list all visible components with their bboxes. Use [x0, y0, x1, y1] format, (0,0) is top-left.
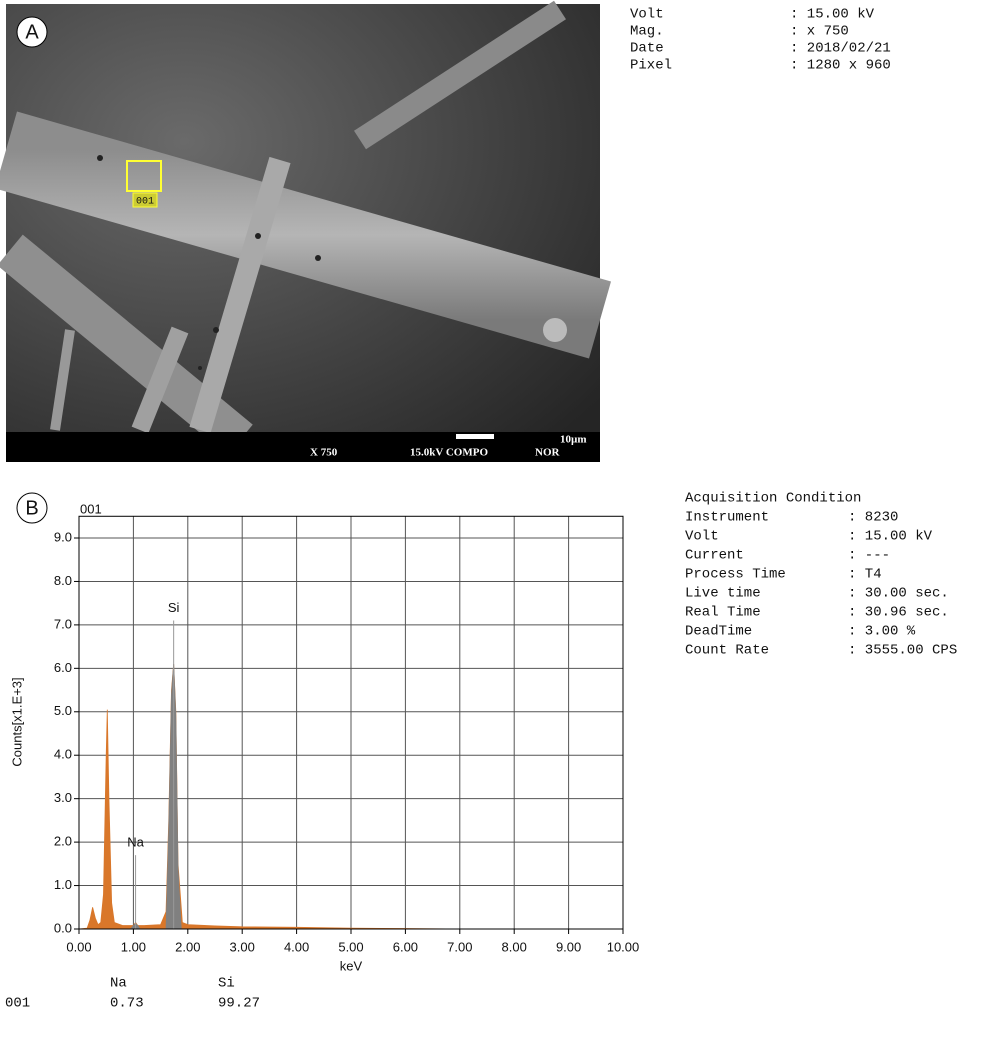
panel-label: B: [25, 497, 38, 519]
acq-key: Volt: [685, 529, 719, 545]
table-cell: 99.27: [218, 996, 260, 1012]
info-key: Date: [630, 41, 664, 57]
acq-key: Current: [685, 548, 744, 564]
x-tick-label: 9.00: [556, 939, 581, 954]
y-tick-label: 7.0: [54, 616, 72, 631]
x-tick-label: 8.00: [502, 939, 527, 954]
footer-mag: X 750: [310, 447, 338, 459]
x-tick-label: 7.00: [447, 939, 472, 954]
acq-value: : ---: [848, 548, 890, 564]
y-tick-label: 1.0: [54, 877, 72, 892]
sem-image: [6, 4, 600, 523]
footer-mode: 15.0kV COMPO: [410, 447, 488, 459]
acq-title: Acquisition Condition: [685, 491, 861, 507]
acq-value: : T4: [848, 567, 882, 583]
x-tick-label: 6.00: [393, 939, 418, 954]
figure: A 001 X 750 15.0kV COMPO NOR 10µm B 001 …: [0, 0, 994, 1040]
x-tick-label: 3.00: [230, 939, 255, 954]
y-tick-label: 3.0: [54, 790, 72, 805]
chart-title: 001: [80, 501, 102, 516]
y-tick-label: 4.0: [54, 747, 72, 762]
acq-value: : 30.00 sec.: [848, 586, 949, 602]
footer-scale: 10µm: [560, 434, 587, 446]
peak-label: Si: [168, 600, 180, 615]
row-name: 001: [5, 996, 30, 1012]
acq-value: : 30.96 sec.: [848, 605, 949, 621]
y-tick-label: 0.0: [54, 920, 72, 935]
acq-key: Process Time: [685, 567, 786, 583]
y-tick-label: 9.0: [54, 529, 72, 544]
x-tick-label: 5.00: [338, 939, 363, 954]
info-value: : 1280 x 960: [790, 58, 891, 74]
x-tick-label: 4.00: [284, 939, 309, 954]
acq-key: DeadTime: [685, 624, 752, 640]
x-axis-label: keV: [340, 958, 363, 973]
info-value: : 15.00 kV: [790, 7, 875, 23]
roi-label: 001: [136, 197, 154, 208]
panel-label: A: [25, 21, 39, 43]
table-header: Si: [218, 976, 235, 992]
acq-value: : 3.00 %: [848, 624, 916, 640]
acq-value: : 8230: [848, 510, 898, 526]
x-tick-label: 10.00: [607, 939, 640, 954]
acq-value: : 15.00 kV: [848, 529, 933, 545]
x-tick-label: 2.00: [175, 939, 200, 954]
peak-label: Na: [127, 835, 144, 850]
table-header: Na: [110, 976, 127, 992]
acq-key: Count Rate: [685, 643, 769, 659]
info-key: Volt: [630, 7, 664, 23]
y-axis-label: Counts[x1.E+3]: [9, 677, 24, 766]
info-key: Pixel: [630, 58, 672, 74]
page: A 001 X 750 15.0kV COMPO NOR 10µm B 001 …: [0, 0, 994, 1040]
info-value: : x 750: [790, 24, 849, 40]
info-key: Mag.: [630, 24, 664, 40]
footer-nor: NOR: [535, 447, 561, 459]
y-tick-label: 2.0: [54, 834, 72, 849]
acq-key: Instrument: [685, 510, 769, 526]
x-tick-label: 0.00: [66, 939, 91, 954]
y-tick-label: 5.0: [54, 703, 72, 718]
y-tick-label: 6.0: [54, 660, 72, 675]
x-tick-label: 1.00: [121, 939, 146, 954]
acq-key: Live time: [685, 586, 761, 602]
acq-value: : 3555.00 CPS: [848, 643, 957, 659]
acq-key: Real Time: [685, 605, 761, 621]
y-tick-label: 8.0: [54, 573, 72, 588]
info-value: : 2018/02/21: [790, 41, 891, 57]
table-cell: 0.73: [110, 996, 144, 1012]
